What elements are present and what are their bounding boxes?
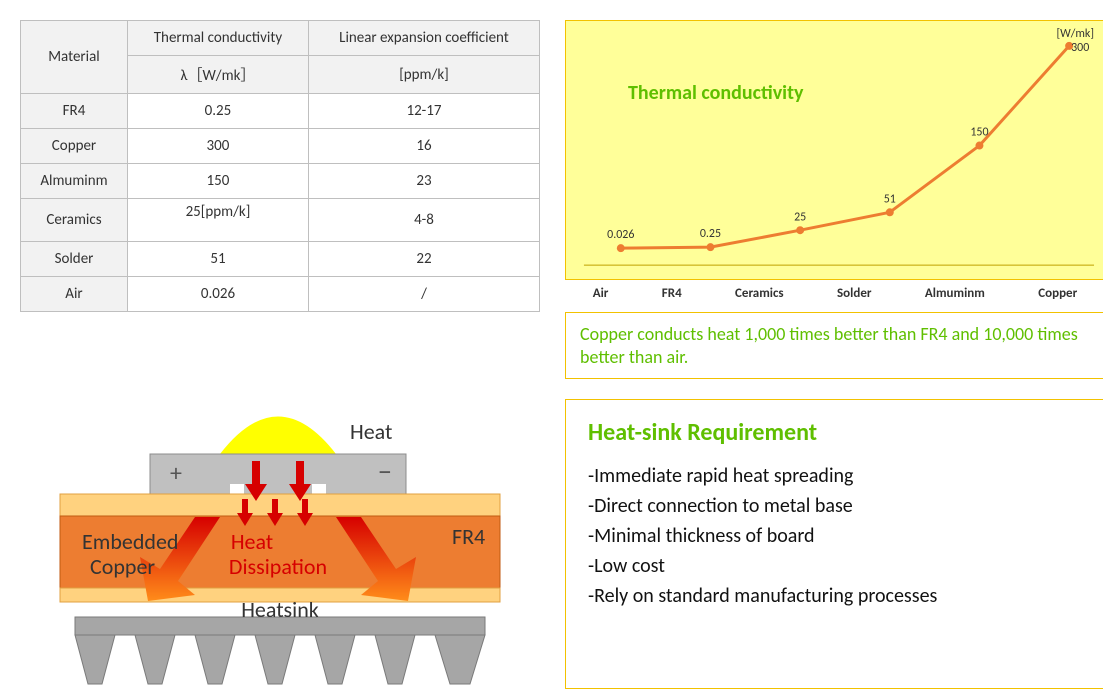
minus-label: −	[378, 454, 392, 489]
chart-datalabel: 150	[970, 126, 988, 140]
chart-svg: [W/mk] 0.026 0.25 25 51 150 300	[566, 21, 1103, 280]
axis-label: Almuminm	[925, 286, 985, 301]
axis-label: Solder	[837, 286, 871, 301]
cell-material: Air	[21, 277, 128, 312]
th-material: Material	[21, 21, 128, 94]
cell-material: Almuminm	[21, 164, 128, 199]
th-unit-exp: [ppm/k]	[308, 56, 539, 94]
embedded-label-1: Embedded	[82, 528, 178, 555]
plus-label: +	[170, 459, 182, 488]
axis-label: FR4	[662, 286, 682, 301]
chart-datalabel: 25	[794, 210, 806, 224]
req-item: -Direct connection to metal base	[588, 491, 1082, 521]
chart-datalabel: 300	[1071, 41, 1089, 55]
diagram-svg: + −	[20, 399, 540, 689]
heat-diss-label-2: Dissipation	[229, 553, 327, 580]
page-grid: Material Thermal conductivity Linear exp…	[20, 20, 1083, 689]
pad-gap	[312, 484, 326, 494]
conductivity-chart: Thermal conductivity [W/mk] 0.0260.25255…	[565, 20, 1103, 280]
cell-material: Solder	[21, 242, 128, 277]
chart-marker	[886, 208, 894, 216]
req-item: -Low cost	[588, 551, 1082, 581]
chart-marker	[796, 226, 804, 234]
chart-column: Thermal conductivity [W/mk] 0.0260.25255…	[565, 20, 1103, 379]
chart-line	[621, 46, 1069, 248]
heatsink-shape	[75, 617, 485, 684]
axis-label: Air	[593, 286, 609, 301]
table-row: Almuminm15023	[21, 164, 540, 199]
table-row: Copper30016	[21, 129, 540, 164]
chart-marker	[617, 244, 625, 252]
axis-label: Ceramics	[735, 286, 784, 301]
fr4-top	[60, 494, 500, 516]
fr4-label: FR4	[452, 523, 485, 550]
heat-label: Heat	[350, 418, 392, 445]
heat-diss-label-1: Heat	[231, 528, 273, 555]
requirements-list: -Immediate rapid heat spreading -Direct …	[588, 461, 1082, 611]
cell-cond: 0.026	[127, 277, 308, 312]
material-tbody: FR40.2512-17 Copper30016 Almuminm15023 C…	[21, 94, 540, 312]
chart-marker	[975, 142, 983, 150]
material-table: Material Thermal conductivity Linear exp…	[20, 20, 540, 312]
requirements-box: Heat-sink Requirement -Immediate rapid h…	[565, 399, 1103, 689]
chart-unit-label: [W/mk]	[1057, 27, 1095, 41]
cell-cond: 51	[127, 242, 308, 277]
th-unit-cond: λ［W/mk］	[127, 56, 308, 94]
cell-material: Copper	[21, 129, 128, 164]
cell-exp: /	[308, 277, 539, 312]
cell-exp: 4-8	[308, 199, 539, 242]
cell-cond: 150	[127, 164, 308, 199]
table-row: Air0.026/	[21, 277, 540, 312]
led-dome-shape	[220, 417, 336, 455]
cell-exp: 12-17	[308, 94, 539, 129]
heatsink-label: Heatsink	[241, 596, 319, 623]
cell-cond: 25[ppm/k]	[127, 199, 308, 242]
chart-axis-labels: Air FR4 Ceramics Solder Almuminm Copper	[566, 286, 1103, 301]
cell-exp: 23	[308, 164, 539, 199]
chart-datalabel: 0.026	[607, 228, 634, 242]
requirements-title: Heat-sink Requirement	[588, 418, 1082, 447]
req-item: -Rely on standard manufacturing processe…	[588, 581, 1082, 611]
pad-gap	[230, 484, 244, 494]
table-row: Ceramics25[ppm/k]4-8	[21, 199, 540, 242]
table-row: Solder5122	[21, 242, 540, 277]
th-expansion: Linear expansion coefficient	[308, 21, 539, 56]
req-item: -Immediate rapid heat spreading	[588, 461, 1082, 491]
chart-datalabel: 51	[884, 192, 896, 206]
led-body-shape	[150, 454, 406, 494]
material-table-wrap: Material Thermal conductivity Linear exp…	[20, 20, 540, 379]
cell-cond: 300	[127, 129, 308, 164]
chart-marker	[706, 243, 714, 251]
cell-exp: 16	[308, 129, 539, 164]
chart-note: Copper conducts heat 1,000 times better …	[565, 312, 1103, 379]
cell-cond: 0.25	[127, 94, 308, 129]
th-conductivity: Thermal conductivity	[127, 21, 308, 56]
cell-material: Ceramics	[21, 199, 128, 242]
cell-material: FR4	[21, 94, 128, 129]
chart-datalabel: 0.25	[700, 227, 721, 241]
cell-exp: 22	[308, 242, 539, 277]
axis-label: Copper	[1038, 286, 1077, 301]
embedded-label-2: Copper	[90, 553, 155, 580]
req-item: -Minimal thickness of board	[588, 521, 1082, 551]
table-row: FR40.2512-17	[21, 94, 540, 129]
heatsink-diagram: + −	[20, 399, 540, 689]
